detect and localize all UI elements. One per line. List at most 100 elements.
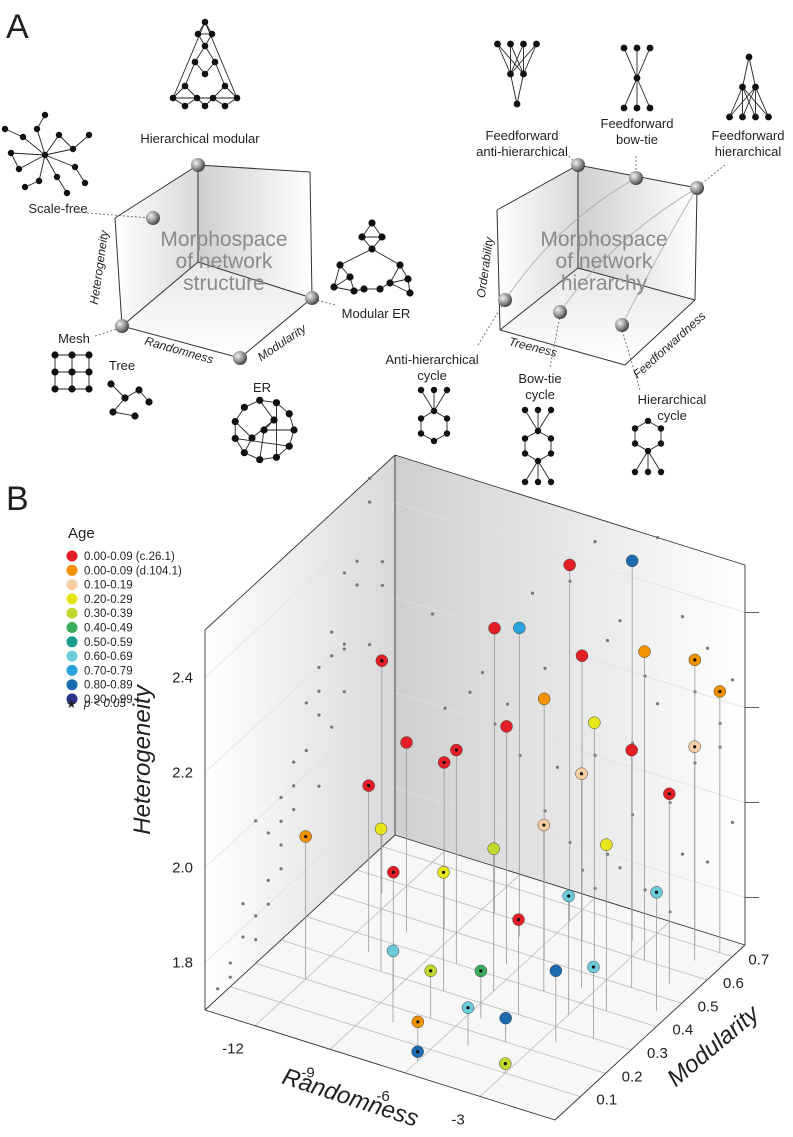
leader-line xyxy=(549,315,561,368)
point xyxy=(500,720,513,733)
wall-projection xyxy=(216,987,220,991)
node xyxy=(201,18,209,26)
wall-projection xyxy=(618,619,622,623)
node xyxy=(534,406,542,414)
node xyxy=(739,113,746,121)
point xyxy=(600,838,613,851)
edge xyxy=(523,43,537,75)
cube-edge xyxy=(239,297,313,359)
significance-marker xyxy=(441,870,446,874)
node xyxy=(443,386,451,394)
cube-wall xyxy=(497,165,578,330)
wall-projection xyxy=(279,867,283,871)
cube-edge xyxy=(499,329,626,366)
edge xyxy=(748,56,756,88)
label-line: of network xyxy=(176,250,273,273)
legend-label: 0.20-0.29 xyxy=(84,594,133,606)
legend-swatch xyxy=(66,564,78,576)
label-line: of network xyxy=(556,250,653,273)
node xyxy=(547,406,555,414)
legend-label: 0.50-0.59 xyxy=(84,637,133,649)
wall-projection xyxy=(317,689,321,693)
leader-line xyxy=(699,164,726,186)
edge xyxy=(510,73,518,105)
node xyxy=(240,403,248,411)
corner-sphere xyxy=(115,319,129,333)
wall-projection xyxy=(292,807,296,812)
y-tick-label: 0.2 xyxy=(622,1068,643,1085)
edge xyxy=(729,86,743,118)
legend-swatch xyxy=(66,622,78,633)
wall-projection xyxy=(368,642,372,647)
node xyxy=(346,273,354,281)
x-tick-label: -6 xyxy=(376,1088,389,1105)
significance-marker xyxy=(429,969,433,973)
z-tick-label: 2.4 xyxy=(172,670,193,687)
node xyxy=(644,417,652,425)
leader-line xyxy=(94,327,121,337)
node xyxy=(657,468,665,476)
node xyxy=(376,285,384,293)
significance-marker xyxy=(380,659,384,663)
node xyxy=(51,351,59,359)
node xyxy=(533,40,540,48)
wall-projection xyxy=(380,560,384,564)
edge xyxy=(516,73,524,105)
wall-projection xyxy=(355,559,359,563)
point xyxy=(513,621,526,635)
x-tick-label: -9 xyxy=(301,1064,314,1081)
node xyxy=(646,44,654,52)
label-line: bow-tie xyxy=(616,132,658,147)
significance-marker xyxy=(416,1050,420,1054)
significance-marker xyxy=(416,1020,420,1024)
node xyxy=(35,177,43,185)
cube-edge xyxy=(499,267,579,331)
point xyxy=(488,621,501,635)
wall-projection xyxy=(266,878,270,883)
node xyxy=(41,151,49,159)
edge xyxy=(623,47,638,79)
wall-projection xyxy=(668,910,672,914)
node xyxy=(417,415,425,422)
wall-projection xyxy=(317,784,321,788)
node xyxy=(211,58,219,66)
wall-projection xyxy=(643,888,647,892)
box-edge xyxy=(554,944,746,1121)
label: Feedforward bow-tie xyxy=(601,116,674,147)
node xyxy=(201,42,209,50)
label-line: cycle xyxy=(657,408,687,423)
wall-projection xyxy=(254,937,258,942)
label-line: Hierarchical modular xyxy=(140,131,260,146)
wall-projection xyxy=(730,678,735,682)
cube-edge xyxy=(577,267,696,301)
wall-projection xyxy=(266,902,270,906)
cube-wall xyxy=(578,165,697,300)
cube-edge xyxy=(309,171,313,299)
edge xyxy=(537,409,552,432)
significance-marker xyxy=(479,969,483,973)
corner-sphere xyxy=(553,305,567,319)
node xyxy=(68,351,76,359)
edge xyxy=(510,43,537,75)
legend-swatch xyxy=(66,579,78,591)
wall-projection xyxy=(304,748,308,753)
node xyxy=(534,427,542,435)
corner-sphere xyxy=(305,291,319,305)
wall-projection xyxy=(618,866,622,870)
edge xyxy=(755,86,769,118)
point xyxy=(625,743,638,757)
node xyxy=(33,125,41,133)
wall-projection xyxy=(680,852,685,856)
node xyxy=(726,113,733,121)
wall-projection xyxy=(705,860,710,864)
label-line: cycle xyxy=(417,368,447,383)
edge xyxy=(742,86,756,118)
label: Bow-tie cycle xyxy=(518,371,561,402)
wall-projection xyxy=(241,902,245,906)
cube-edge xyxy=(197,261,313,299)
node xyxy=(68,368,76,376)
wall-projection xyxy=(330,630,334,634)
significance-marker xyxy=(693,658,697,662)
node xyxy=(85,368,93,376)
label-line: Scale-free xyxy=(28,201,87,216)
